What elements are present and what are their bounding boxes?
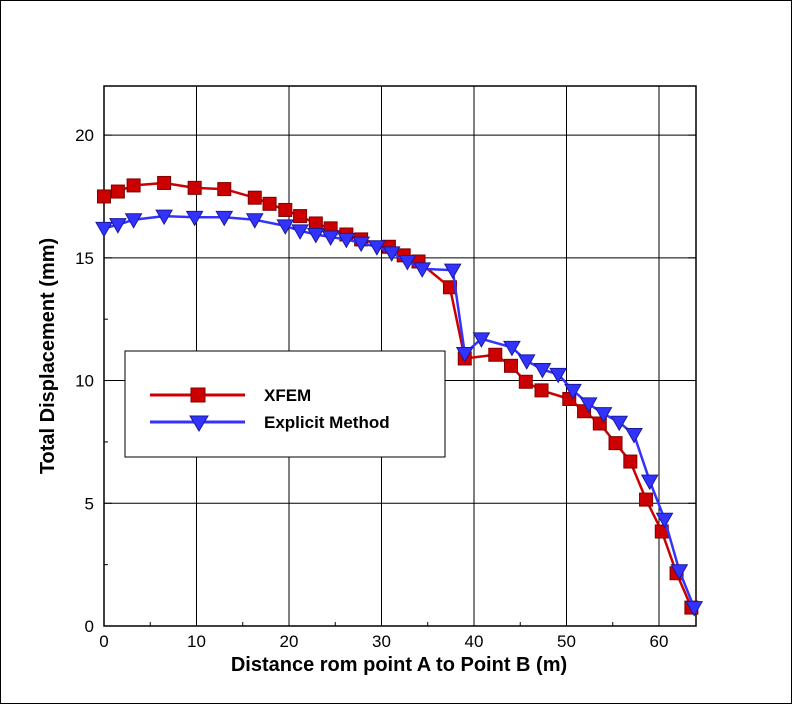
legend-label-xfem: XFEM <box>264 386 311 405</box>
data-point <box>472 332 491 348</box>
x-axis-title: Distance rom point A to Point B (m) <box>231 654 567 676</box>
data-point <box>640 474 659 491</box>
data-point <box>670 564 689 580</box>
data-point <box>549 367 568 384</box>
data-point <box>504 358 518 373</box>
data-point <box>110 184 125 199</box>
data-point <box>655 512 674 529</box>
data-point <box>187 180 202 195</box>
data-point <box>126 178 141 193</box>
x-tick-label: 30 <box>372 632 391 651</box>
data-point <box>579 397 598 413</box>
y-tick-label: 0 <box>85 617 94 636</box>
data-point <box>503 340 521 357</box>
data-point <box>610 415 629 432</box>
data-point <box>398 255 417 271</box>
data-point <box>245 213 264 229</box>
data-point <box>95 221 113 238</box>
data-point <box>382 246 401 262</box>
axis-ticks: 0 10 20 30 40 50 60 0 5 10 15 20 <box>75 86 696 651</box>
data-point <box>306 228 325 244</box>
data-point <box>278 202 293 217</box>
data-point <box>293 209 308 224</box>
legend-label-explicit: Explicit Method <box>264 413 390 432</box>
data-point <box>157 175 172 190</box>
data-point <box>517 354 536 370</box>
data-point <box>97 189 111 204</box>
data-point <box>352 236 371 253</box>
data-point <box>215 210 234 227</box>
data-point <box>413 262 432 278</box>
data-point <box>518 374 533 389</box>
data-point <box>608 436 623 451</box>
data-point <box>276 219 295 235</box>
data-point <box>124 213 143 229</box>
series-layer <box>95 175 704 617</box>
data-point <box>368 240 386 256</box>
data-point <box>443 263 462 280</box>
x-tick-label: 60 <box>650 632 669 651</box>
x-tick-label: 0 <box>99 632 108 651</box>
data-point <box>533 363 552 379</box>
legend-marker-explicit <box>189 415 209 432</box>
y-tick-label: 5 <box>85 494 94 513</box>
legend-box <box>124 350 446 458</box>
data-point <box>534 383 549 398</box>
x-tick-label: 40 <box>465 632 484 651</box>
data-point <box>109 218 127 234</box>
data-point <box>623 454 638 469</box>
data-point <box>564 383 582 400</box>
y-tick-label: 10 <box>75 372 94 391</box>
data-point <box>337 232 356 249</box>
series-explicit-method <box>95 209 704 617</box>
data-point <box>247 190 262 205</box>
y-tick-label: 15 <box>75 249 94 268</box>
x-tick-label: 10 <box>187 632 206 651</box>
legend: XFEM Explicit Method <box>124 350 446 458</box>
plot-area <box>103 85 697 627</box>
data-point <box>625 428 643 444</box>
data-point <box>639 492 654 507</box>
data-point <box>594 407 613 423</box>
y-axis-title: Total Displacement (mm) <box>37 238 59 474</box>
data-point <box>321 230 340 246</box>
x-tick-label: 50 <box>557 632 576 651</box>
data-point <box>185 210 204 227</box>
data-point <box>262 196 277 211</box>
legend-marker-xfem <box>190 387 206 403</box>
data-point <box>291 224 309 240</box>
y-tick-label: 20 <box>75 126 94 145</box>
data-point <box>155 209 173 226</box>
data-point <box>685 601 704 617</box>
x-tick-label: 20 <box>280 632 299 651</box>
data-point <box>455 347 474 363</box>
data-point <box>217 182 232 197</box>
data-point <box>488 347 503 362</box>
